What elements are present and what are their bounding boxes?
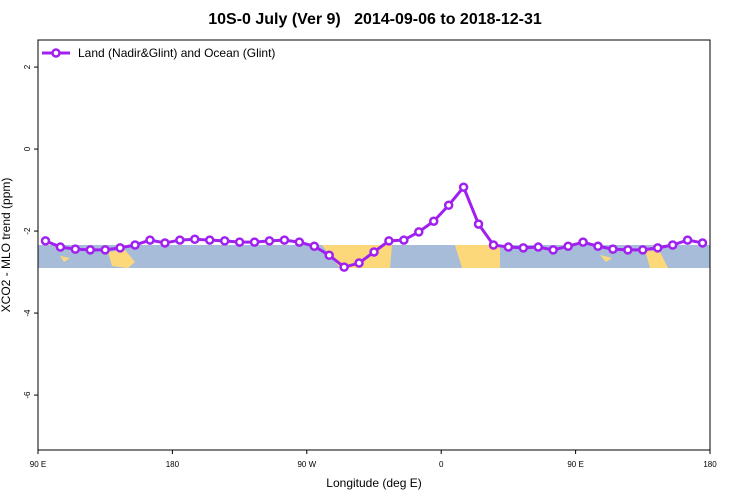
point (458, 182, 469, 192)
point (473, 219, 484, 229)
y-tick-label: -6 (23, 391, 32, 399)
x-tick-label: 90 W (297, 460, 316, 469)
x-axis-label: Longitude (deg E) (326, 476, 421, 490)
point (503, 242, 514, 252)
y-tick-label: 0 (23, 146, 32, 151)
x-tick-label: 180 (166, 460, 180, 469)
point (548, 245, 558, 255)
point (563, 241, 573, 251)
point (55, 242, 66, 252)
x-tick-label: 0 (439, 460, 444, 469)
point (264, 236, 275, 246)
point (100, 245, 110, 255)
x-tick-label: 90 E (30, 460, 46, 469)
point (667, 240, 678, 250)
y-tick-label: -4 (23, 309, 32, 317)
point (130, 240, 140, 250)
point (249, 237, 260, 247)
x-tick-label: 180 (703, 460, 717, 469)
point (623, 245, 633, 255)
point (354, 258, 364, 268)
y-axis-label: XCO2 - MLO trend (ppm) (0, 178, 13, 313)
point (384, 236, 394, 246)
point (488, 240, 499, 250)
point (399, 235, 409, 245)
point (638, 245, 648, 255)
point (309, 241, 320, 251)
point (339, 262, 349, 272)
legend-marker (51, 48, 61, 58)
point (518, 243, 529, 253)
land (455, 245, 500, 268)
point (234, 237, 245, 247)
point (578, 237, 588, 247)
plot-frame (37, 39, 711, 451)
point (414, 227, 424, 237)
chart-title: 10S-0 July (Ver 9) 2014-09-06 to 2018-12… (208, 11, 542, 28)
point (443, 200, 454, 210)
point (593, 241, 603, 251)
point (294, 237, 305, 247)
y-tick-label: 2 (23, 64, 32, 69)
point (204, 235, 215, 245)
point (145, 235, 155, 245)
land (645, 250, 668, 268)
point (85, 245, 96, 255)
point (190, 234, 200, 245)
x-tick-label: 90 E (567, 460, 583, 469)
point (533, 242, 544, 252)
legend-label: Land (Nadir&Glint) and Ocean (Glint) (78, 46, 275, 60)
point (115, 243, 125, 253)
point (428, 216, 439, 226)
point (40, 236, 51, 246)
y-tick-label: -2 (23, 227, 32, 235)
point (652, 243, 663, 253)
point (279, 235, 290, 245)
point (160, 238, 170, 248)
point (608, 244, 618, 254)
land (108, 250, 135, 268)
point (70, 244, 81, 254)
point (219, 236, 230, 246)
point (697, 238, 708, 248)
point (175, 235, 185, 245)
point (324, 250, 334, 260)
point (369, 247, 379, 257)
point (682, 235, 693, 245)
